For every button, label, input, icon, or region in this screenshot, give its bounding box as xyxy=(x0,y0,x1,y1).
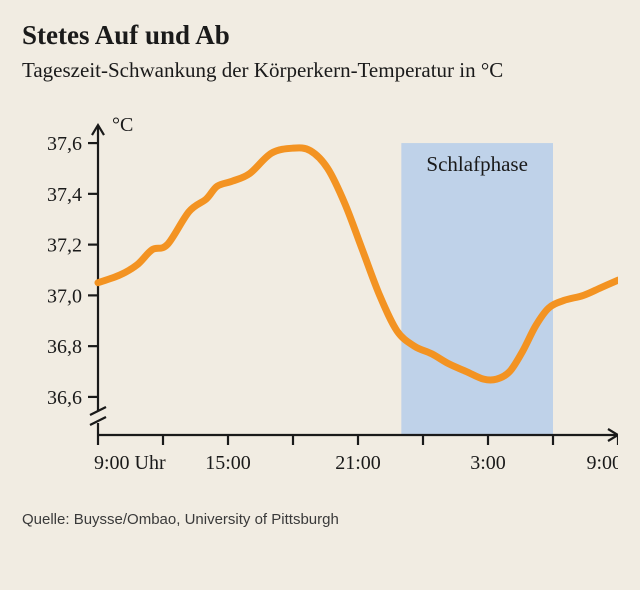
y-tick-label: 37,6 xyxy=(47,133,82,155)
chart-source: Quelle: Buysse/Ombao, University of Pitt… xyxy=(22,511,618,528)
x-tick-label: 15:00 xyxy=(205,452,251,474)
x-tick-label: 21:00 xyxy=(335,452,381,474)
x-tick-label: 3:00 xyxy=(470,452,506,474)
y-tick-label: 37,0 xyxy=(47,286,82,308)
y-tick-label: 37,4 xyxy=(47,184,82,206)
sleep-phase-label: Schlafphase xyxy=(426,152,527,176)
x-tick-label: 9:00 Uhr xyxy=(94,452,166,474)
chart-title: Stetes Auf und Ab xyxy=(22,20,618,51)
chart-svg: Schlafphase °C 36,6 36,8 37,0 37,2 37,4 37,6 9:0… xyxy=(22,95,618,495)
y-axis-unit: °C xyxy=(112,114,133,136)
y-tick-label: 36,6 xyxy=(47,387,82,409)
y-tick-label: 37,2 xyxy=(47,235,82,257)
chart-subtitle: Tageszeit-Schwankung der Körperkern-Temp… xyxy=(22,57,618,83)
x-tick-label: 9:00 xyxy=(586,452,618,474)
sleep-phase-shade xyxy=(401,143,553,435)
chart-card: Stetes Auf und Ab Tageszeit-Schwankung d… xyxy=(0,0,640,590)
y-tick-label: 36,8 xyxy=(47,336,82,358)
line-chart: Schlafphase °C 36,6 36,8 37,0 37,2 37,4 37,6 9:0… xyxy=(22,95,618,495)
